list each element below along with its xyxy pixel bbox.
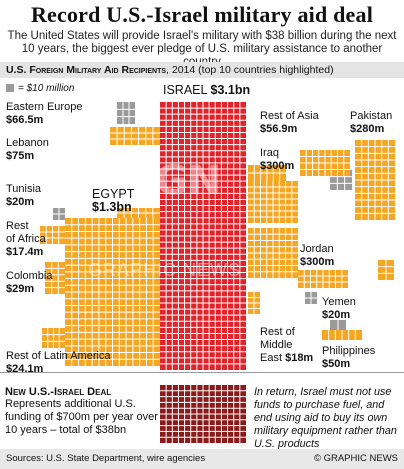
sources-text: Sources: U.S. State Department, wire age… <box>6 453 206 464</box>
label-eastern-europe-name: Eastern Europe <box>6 101 83 113</box>
block-pakistan-right <box>355 140 395 220</box>
chart-subtitle: The United States will provide Israel's … <box>7 30 397 68</box>
label-jordan-name: Jordan <box>300 243 334 255</box>
label-philippines-value: $50m <box>322 358 351 370</box>
block-iraq <box>248 181 298 223</box>
block-new-deal <box>160 385 246 443</box>
label-pakistan-value: $280m <box>350 123 385 135</box>
block-rest-of-middle-east <box>248 292 260 314</box>
block-small-orange <box>322 330 362 340</box>
block-egypt-top <box>117 208 160 218</box>
label-rest-of-middle-east: Rest of Middle East $18m <box>260 326 313 365</box>
legend: = $10 million <box>6 83 74 94</box>
block-egypt <box>65 218 160 366</box>
label-israel-value: $3.1bn <box>210 83 251 97</box>
chart-header-title: U.S. Foreign Military Aid Recipients <box>6 64 167 76</box>
label-lebanon: Lebanon $75m <box>6 137 49 163</box>
label-iraq: Iraq $300m <box>260 147 294 173</box>
label-rest-of-asia-name: Rest of Asia <box>260 110 319 122</box>
label-rest-of-africa-line2: of Africa <box>6 233 46 245</box>
label-yemen: Yemen $20m <box>322 296 356 322</box>
label-rest-of-middle-east-line1: Rest of <box>260 326 295 338</box>
label-yemen-name: Yemen <box>322 296 356 308</box>
label-iraq-name: Iraq <box>260 147 279 159</box>
watermark-text: GRAPHIC NEWS <box>88 260 242 280</box>
label-tunisia-name: Tunisia <box>6 183 42 195</box>
block-eastern-europe <box>117 102 135 124</box>
label-rest-of-africa-line1: Rest <box>6 220 29 232</box>
label-yemen-value: $20m <box>322 309 351 321</box>
label-rest-of-africa-value: $17.4m <box>6 246 44 258</box>
chart-title: Record U.S.-Israel military aid deal <box>30 2 374 27</box>
chart-header-bar: U.S. Foreign Military Aid Recipients, 20… <box>0 62 404 78</box>
block-lebanon <box>110 127 160 145</box>
block-small-gray <box>330 320 346 330</box>
footer: Sources: U.S. State Department, wire age… <box>0 449 404 469</box>
label-colombia-name: Colombia <box>6 270 53 282</box>
label-pakistan: Pakistan $280m <box>350 110 392 136</box>
label-israel: ISRAEL $3.1bn <box>163 84 250 97</box>
block-jordan <box>248 228 298 278</box>
label-iraq-value: $300m <box>260 160 295 172</box>
block-rest-of-asia <box>248 165 286 181</box>
block-jordan-right <box>298 270 348 288</box>
label-egypt: EGYPT $1.3bn <box>92 188 134 214</box>
label-rest-of-latin-america-value: $24.1m <box>6 363 44 375</box>
block-pakistan <box>300 150 350 176</box>
legend-swatch <box>6 84 14 92</box>
label-rest-of-middle-east-line3: East <box>260 352 283 364</box>
new-deal-box: New U.S.-Israel Deal Represents addition… <box>5 386 161 437</box>
block-rest-of-africa <box>40 226 65 244</box>
label-egypt-name: EGYPT <box>92 187 135 201</box>
block-colombia <box>45 262 65 294</box>
new-deal-heading: New U.S.-Israel Deal <box>5 386 112 398</box>
label-pakistan-name: Pakistan <box>350 110 393 122</box>
chart-header-text: U.S. Foreign Military Aid Recipients, 20… <box>6 64 334 76</box>
label-rest-of-asia: Rest of Asia $56.9m <box>260 110 319 136</box>
block-rest-of-latin-america <box>42 328 65 348</box>
new-deal-text: Represents additional U.S. funding of $7… <box>5 398 158 436</box>
label-tunisia: Tunisia $20m <box>6 183 41 209</box>
label-colombia-value: $29m <box>6 283 35 295</box>
chart-header-qualifier: , 2014 (top 10 countries highlighted) <box>166 64 334 76</box>
label-tunisia-value: $20m <box>6 196 35 208</box>
label-rest-of-africa: Rest of Africa $17.4m <box>6 220 46 259</box>
bottom-separator <box>0 372 404 373</box>
label-rest-of-middle-east-line2: Middle <box>260 339 293 351</box>
label-colombia: Colombia $29m <box>6 270 52 296</box>
legend-text: = $10 million <box>18 83 75 94</box>
label-jordan-value: $300m <box>300 256 335 268</box>
block-yemen <box>305 292 317 304</box>
label-eastern-europe-value: $66.5m <box>6 114 44 126</box>
label-philippines-name: Philippines <box>322 345 376 357</box>
copyright-credit: © GRAPHIC NEWS <box>313 453 398 464</box>
conditions-note: In return, Israel must not use funds to … <box>254 386 397 450</box>
label-lebanon-value: $75m <box>6 150 35 162</box>
watermark-logo: GN <box>155 158 222 204</box>
block-tunisia <box>53 208 65 220</box>
label-egypt-value: $1.3bn <box>92 200 132 214</box>
label-eastern-europe: Eastern Europe $66.5m <box>6 101 82 127</box>
label-lebanon-name: Lebanon <box>6 137 49 149</box>
block-israel <box>160 102 246 370</box>
label-rest-of-asia-value: $56.9m <box>260 123 298 135</box>
block-philippines <box>378 260 394 280</box>
label-rest-of-latin-america-name: Rest of Latin America <box>6 350 111 362</box>
label-philippines: Philippines $50m <box>322 345 375 371</box>
label-jordan: Jordan $300m <box>300 243 334 269</box>
label-israel-name: ISRAEL <box>163 83 208 97</box>
label-rest-of-middle-east-value: $18m <box>285 352 314 364</box>
